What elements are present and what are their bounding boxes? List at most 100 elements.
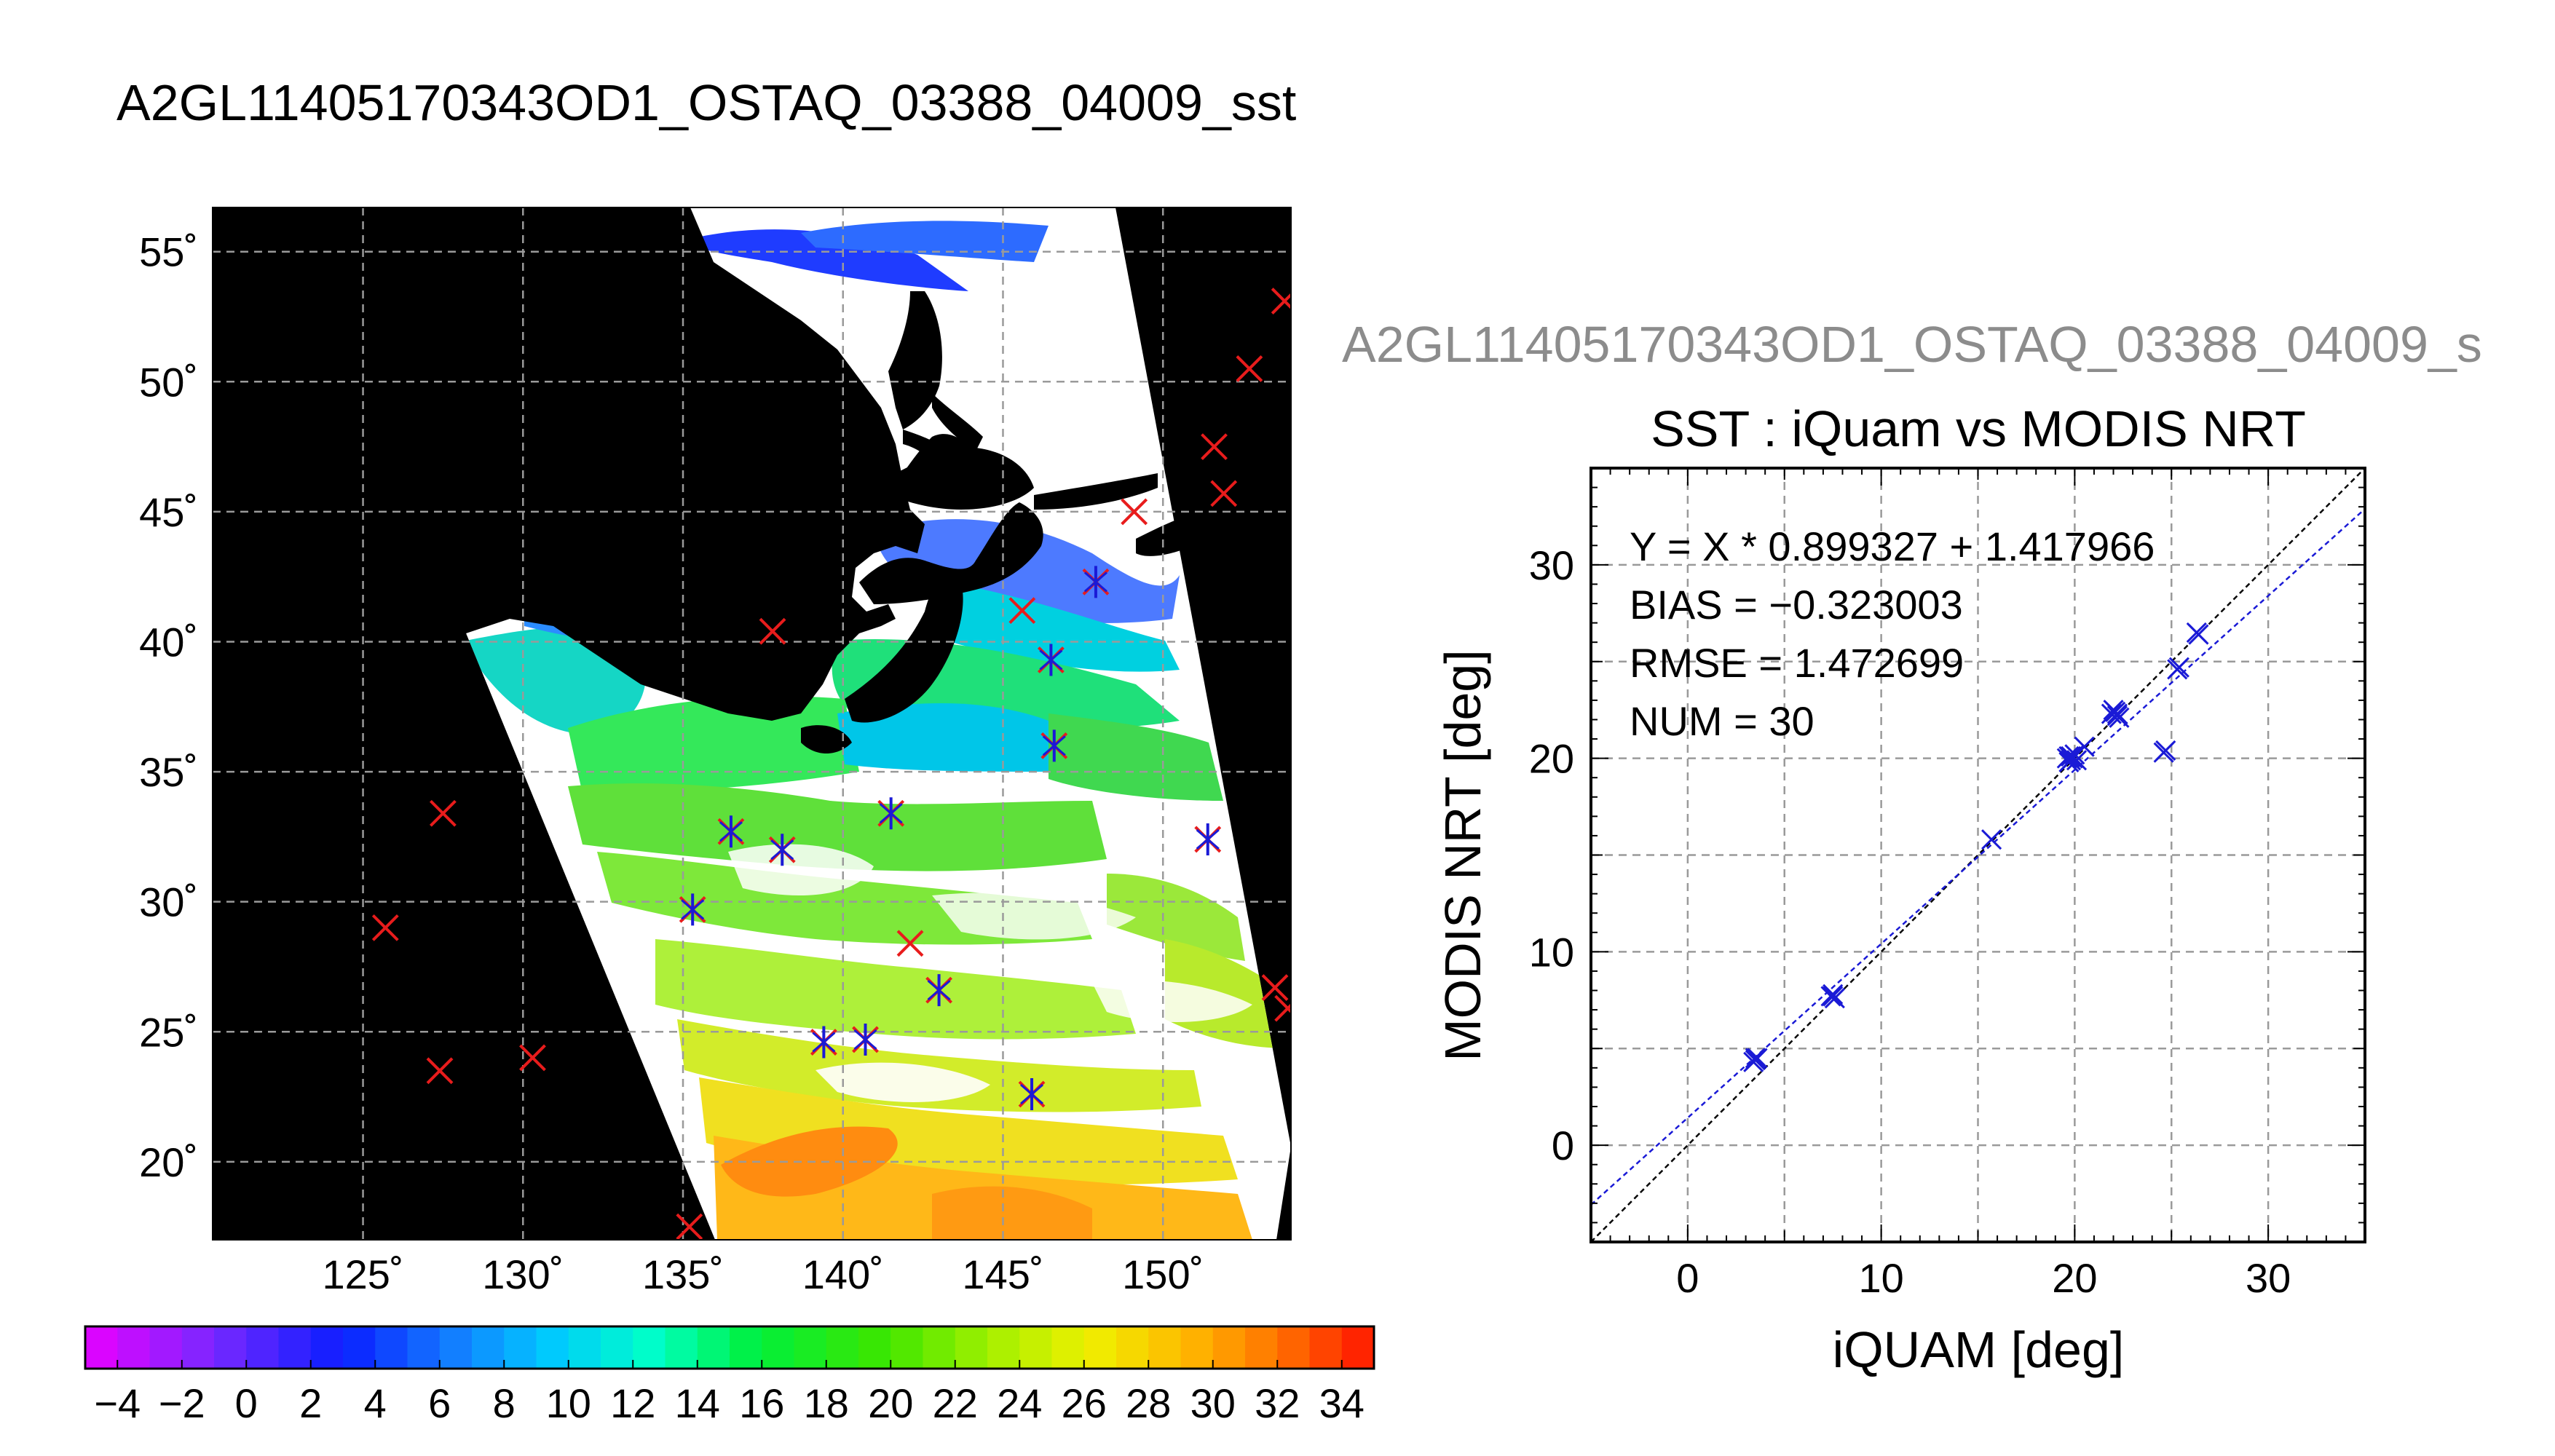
lon-tick-label: 130˚ — [482, 1251, 564, 1297]
colorbar-tick-label: 14 — [675, 1380, 720, 1426]
iquam-marker — [371, 914, 399, 941]
map-longitude-labels: 125˚ 130˚ 135˚ 140˚ 145˚ 150˚ — [323, 1251, 1204, 1297]
colorbar-cell — [730, 1326, 762, 1369]
y-tick-label: 30 — [1529, 542, 1574, 588]
regression-equation: Y = X * 0.899327 + 1.417966 — [1630, 523, 2155, 569]
iquam-marker — [1121, 498, 1148, 526]
colorbar-tick-label: −2 — [159, 1380, 205, 1426]
iquam-markers — [371, 288, 1291, 1240]
iquam-marker — [430, 799, 457, 827]
matchup-marker — [877, 797, 905, 830]
colorbar-cell — [1019, 1326, 1053, 1369]
colorbar-tick-label: 8 — [493, 1380, 516, 1426]
colorbar-cell — [1051, 1326, 1085, 1369]
iquam-marker — [1201, 433, 1228, 461]
lon-tick-label: 145˚ — [962, 1251, 1043, 1297]
colorbar-cell — [407, 1326, 441, 1369]
iquam-marker — [519, 1044, 546, 1072]
y-tick-label: 10 — [1529, 929, 1574, 975]
scatter-point — [1745, 1048, 1766, 1069]
scatter-point — [2155, 740, 2176, 761]
x-tick-label: 30 — [2246, 1255, 2291, 1301]
scatter-grid — [1591, 468, 2365, 1242]
map-graticule — [213, 207, 1291, 1240]
colorbar-tick-label: 28 — [1126, 1380, 1171, 1426]
lat-tick-label: 50˚ — [139, 359, 198, 405]
colorbar-cell — [149, 1326, 183, 1369]
colorbar-cell — [665, 1326, 698, 1369]
colorbar-tick-label: 10 — [546, 1380, 591, 1426]
matchup-marker — [810, 1026, 837, 1059]
colorbar-tick-label: 20 — [868, 1380, 913, 1426]
sst-colorbar: −4 −2 0 2 4 6 8 10 12 14 16 18 20 22 24 26 28 30 32 34 — [84, 1325, 1375, 1426]
colorbar-cell — [568, 1326, 601, 1369]
lon-tick-label: 150˚ — [1122, 1251, 1204, 1297]
matchup-marker — [1082, 566, 1110, 598]
scatter-title: SST : iQuam vs MODIS NRT — [1651, 400, 2306, 457]
iquam-marker — [426, 1057, 454, 1085]
colorbar-cell — [794, 1326, 827, 1369]
scatter-point — [2074, 736, 2095, 757]
colorbar-tick-label: 34 — [1319, 1380, 1365, 1426]
colorbar-tick-label: 4 — [364, 1380, 387, 1426]
colorbar-cell — [1148, 1326, 1182, 1369]
y-tick-label: 20 — [1529, 736, 1574, 782]
x-tick-label: 0 — [1676, 1255, 1699, 1301]
matchup-marker — [717, 815, 745, 848]
colorbar-cells — [85, 1326, 1375, 1369]
iquam-marker — [1008, 597, 1036, 625]
rmse-value: RMSE = 1.472699 — [1630, 640, 1964, 686]
colorbar-cell — [1083, 1326, 1117, 1369]
scatter-point — [1981, 829, 2002, 850]
colorbar-tick-label: 6 — [428, 1380, 451, 1426]
colorbar-cell — [536, 1326, 569, 1369]
colorbar-cell — [375, 1326, 408, 1369]
colorbar-cell — [181, 1326, 215, 1369]
colorbar-tick-label: 12 — [610, 1380, 655, 1426]
colorbar-cell — [1341, 1326, 1375, 1369]
colorbar-cell — [343, 1326, 376, 1369]
map-frame — [212, 207, 1292, 1241]
sst-scatter-plot: SST : iQuam vs MODIS NRT 0 10 20 30 0 10 20 30… — [1434, 400, 2366, 1378]
identity-line — [1591, 468, 2365, 1242]
colorbar-tick-label: 16 — [739, 1380, 784, 1426]
scatter-x-tick-labels: 0 10 20 30 — [1676, 1255, 2291, 1301]
colorbar-cell — [601, 1326, 633, 1369]
iquam-marker — [1274, 994, 1291, 1022]
sst-map: 125˚ 130˚ 135˚ 140˚ 145˚ 150˚ 20˚ 25˚ 30˚ 35˚ 40˚… — [139, 207, 1292, 1297]
lat-tick-label: 45˚ — [139, 489, 198, 535]
colorbar-cell — [1309, 1326, 1343, 1369]
iquam-marker — [759, 617, 786, 645]
colorbar-cell — [117, 1326, 151, 1369]
scatter-x-axis-label: iQUAM [deg] — [1833, 1321, 2125, 1378]
matchup-marker — [1040, 729, 1068, 762]
iquam-marker — [1210, 480, 1238, 507]
lon-tick-label: 135˚ — [642, 1251, 724, 1297]
scatter-point — [2066, 750, 2088, 771]
lat-tick-label: 25˚ — [139, 1009, 198, 1055]
lat-tick-label: 55˚ — [139, 229, 198, 275]
colorbar-cell — [955, 1326, 988, 1369]
bias-value: BIAS = −0.323003 — [1630, 582, 1963, 628]
x-tick-label: 10 — [1858, 1255, 1903, 1301]
matchup-marker — [1018, 1077, 1046, 1110]
matchup-marker — [679, 893, 706, 926]
colorbar-cell — [278, 1326, 312, 1369]
colorbar-tick-labels: −4 −2 0 2 4 6 8 10 12 14 16 18 20 22 24 26 28 30 32 34 — [94, 1360, 1365, 1426]
colorbar-cell — [214, 1326, 247, 1369]
scatter-y-tick-labels: 0 10 20 30 — [1529, 542, 1574, 1168]
iquam-marker — [676, 1213, 703, 1240]
lon-tick-label: 125˚ — [323, 1251, 404, 1297]
colorbar-cell — [246, 1326, 280, 1369]
scatter-frame — [1590, 467, 2366, 1243]
colorbar-cell — [439, 1326, 473, 1369]
scatter-point — [1743, 1051, 1764, 1072]
matchup-marker — [852, 1023, 879, 1056]
regression-line — [1591, 508, 2365, 1206]
colorbar-tick-label: 30 — [1190, 1380, 1236, 1426]
x-tick-label: 20 — [2052, 1255, 2097, 1301]
iquam-marker — [1236, 355, 1263, 382]
lat-tick-label: 30˚ — [139, 879, 198, 925]
colorbar-cell — [923, 1326, 956, 1369]
